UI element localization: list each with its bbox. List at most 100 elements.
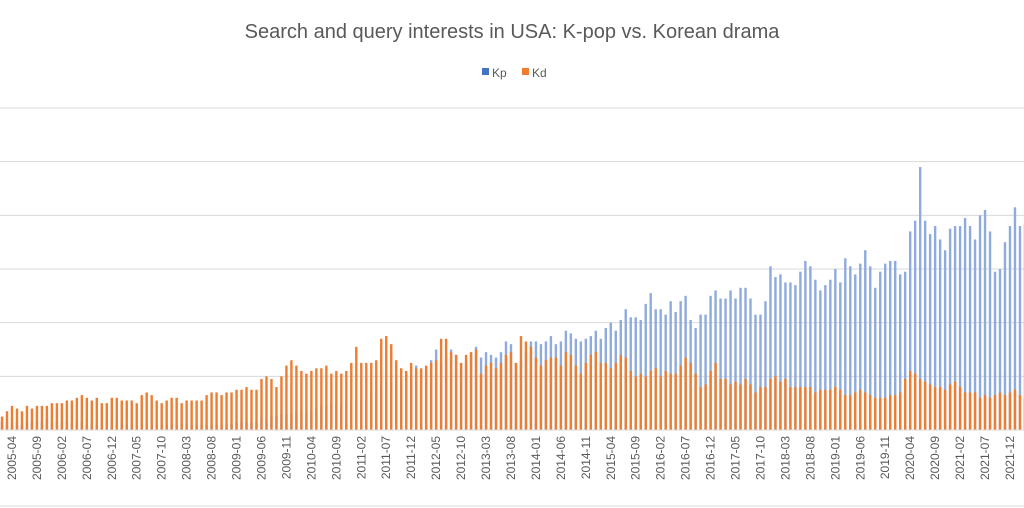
bar-kd bbox=[839, 389, 842, 430]
bar-kp bbox=[649, 293, 652, 430]
bar-kd bbox=[654, 368, 657, 430]
x-tick-label: 2008-03 bbox=[180, 436, 194, 480]
bar-kd bbox=[569, 354, 573, 430]
bar-kd bbox=[195, 400, 198, 430]
bar-kd bbox=[250, 389, 253, 430]
bar-kp bbox=[779, 274, 782, 430]
bar-kd bbox=[529, 346, 533, 430]
bar-kd bbox=[844, 395, 847, 430]
bar-kd bbox=[335, 370, 338, 430]
bar-kd bbox=[434, 360, 438, 430]
bar-kp bbox=[988, 231, 992, 430]
x-tick-label: 2018-08 bbox=[803, 436, 817, 480]
bar-kd bbox=[943, 389, 947, 430]
bar-kd bbox=[649, 370, 652, 430]
bar-kd bbox=[609, 368, 612, 430]
bar-kd bbox=[464, 354, 468, 430]
bar-kp bbox=[958, 226, 962, 430]
x-tick-label: 2012-10 bbox=[454, 436, 468, 480]
bar-kp bbox=[784, 282, 787, 430]
bar-kd bbox=[45, 405, 49, 430]
bar-kp bbox=[644, 303, 647, 430]
bar-kd bbox=[10, 405, 14, 430]
legend-label-kd: Kd bbox=[532, 66, 547, 80]
bar-kd bbox=[100, 403, 103, 430]
bar-kp bbox=[744, 287, 747, 430]
bar-kp bbox=[844, 258, 847, 430]
bar-kd bbox=[80, 395, 84, 430]
gridlines bbox=[0, 107, 1024, 377]
bar-kd bbox=[689, 362, 692, 430]
bar-kd bbox=[589, 354, 593, 430]
bar-kp bbox=[769, 266, 772, 430]
bar-kd bbox=[729, 384, 732, 430]
x-tick-label: 2012-05 bbox=[429, 436, 443, 480]
bar-kd bbox=[903, 379, 907, 430]
bar-kd bbox=[5, 411, 9, 430]
bar-kd bbox=[953, 381, 957, 430]
bar-kd bbox=[145, 392, 148, 430]
bar-kp bbox=[923, 220, 927, 430]
x-tick-label: 2006-07 bbox=[80, 436, 94, 480]
bar-kd bbox=[774, 376, 777, 430]
bar-kd bbox=[983, 395, 987, 430]
bar-kd bbox=[699, 387, 702, 430]
x-tick-label: 2011-07 bbox=[379, 436, 393, 479]
bar-kd bbox=[749, 384, 752, 430]
bar-kd bbox=[60, 403, 64, 430]
bar-kp bbox=[789, 282, 792, 430]
bar-kd bbox=[918, 379, 922, 430]
bar-kd bbox=[370, 362, 373, 430]
x-tick-label: 2010-04 bbox=[304, 436, 318, 480]
x-tick-label: 2016-12 bbox=[704, 436, 718, 480]
bar-kd bbox=[300, 370, 303, 430]
bar-kd bbox=[819, 389, 822, 430]
bar-kp bbox=[1008, 226, 1012, 430]
bar-kd bbox=[489, 362, 493, 430]
bar-kd bbox=[400, 368, 403, 430]
bar-kd bbox=[664, 370, 667, 430]
bar-kp bbox=[884, 263, 887, 430]
bar-kp bbox=[869, 266, 872, 430]
bar-kd bbox=[155, 400, 158, 430]
bar-kd bbox=[779, 381, 782, 430]
bar-kd bbox=[295, 365, 298, 430]
bar-kd bbox=[963, 392, 967, 430]
legend-swatch-kp bbox=[482, 68, 489, 75]
x-tick-label: 2011-02 bbox=[354, 436, 368, 479]
x-tick-label: 2021-12 bbox=[1003, 436, 1017, 480]
x-tick-label: 2019-11 bbox=[878, 436, 892, 479]
bar-kd bbox=[794, 387, 797, 430]
bar-kd bbox=[998, 392, 1002, 430]
bar-kd bbox=[509, 352, 513, 430]
bar-kd bbox=[499, 362, 503, 430]
bar-kd bbox=[50, 403, 54, 430]
bar-kp bbox=[724, 298, 727, 430]
bar-kd bbox=[829, 389, 832, 430]
bar-kd bbox=[659, 376, 662, 430]
x-tick-label: 2016-02 bbox=[654, 436, 668, 480]
bar-kd bbox=[694, 373, 697, 430]
bar-kd bbox=[993, 395, 997, 430]
bar-kd bbox=[270, 379, 273, 430]
bar-kp bbox=[1018, 226, 1022, 430]
bar-kd bbox=[345, 370, 348, 430]
legend: Kp Kd bbox=[482, 66, 547, 80]
bar-kd bbox=[245, 387, 248, 430]
bar-kd bbox=[1018, 395, 1022, 430]
x-tick-label: 2010-09 bbox=[329, 436, 343, 480]
bar-kp bbox=[814, 279, 817, 430]
bar-kd bbox=[140, 395, 143, 430]
legend-label-kp: Kp bbox=[492, 66, 507, 80]
bar-kp bbox=[864, 250, 867, 430]
bar-kp bbox=[963, 218, 967, 430]
x-tick-label: 2006-12 bbox=[105, 436, 119, 480]
bar-kd bbox=[30, 408, 34, 430]
bar-kd bbox=[724, 379, 727, 430]
bar-kp bbox=[799, 271, 802, 430]
bar-kd bbox=[479, 373, 483, 430]
bar-kd bbox=[419, 368, 423, 430]
bar-kd bbox=[849, 395, 852, 430]
bar-kd bbox=[130, 400, 133, 430]
